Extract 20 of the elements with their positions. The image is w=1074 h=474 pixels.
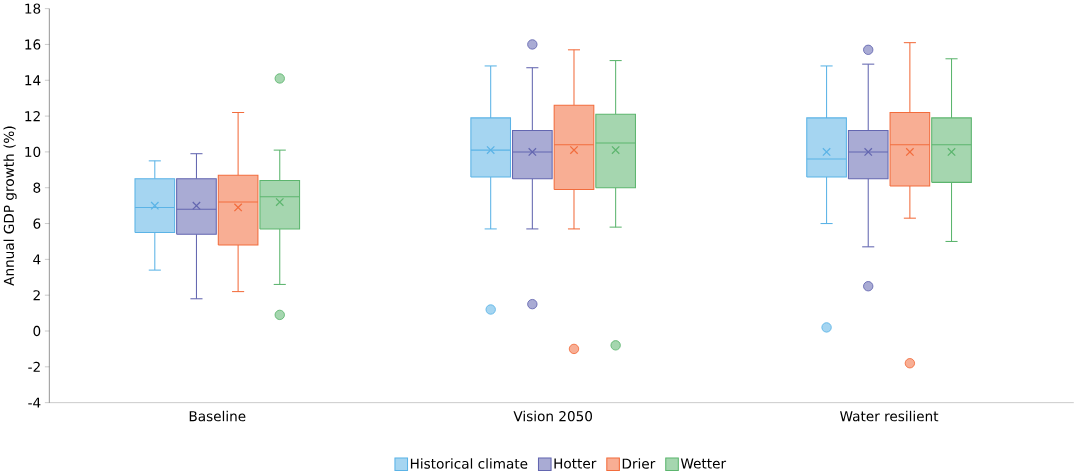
y-tick-label: 2: [33, 289, 40, 301]
legend-label: Historical climate: [410, 458, 528, 469]
y-tick-label: 10: [25, 146, 41, 157]
x-tick-label: Water resilient: [840, 410, 939, 422]
y-tick-label: 14: [25, 75, 41, 86]
y-tick-label: 16: [25, 39, 41, 50]
legend-label: Hotter: [554, 458, 597, 469]
y-tick-label: 18: [25, 3, 41, 14]
y-axis-title: Annual GDP growth (%): [3, 126, 17, 286]
y-tick-label: 6: [33, 218, 41, 229]
x-tick-label: Baseline: [189, 410, 246, 422]
y-tick-label: -2: [28, 361, 40, 372]
legend-label: Drier: [622, 458, 656, 469]
y-tick-label: 4: [33, 254, 41, 265]
y-tick-label: 0: [33, 325, 41, 336]
legend-label: Wetter: [680, 458, 727, 469]
y-tick-label: -4: [28, 397, 41, 408]
y-tick-label: 8: [33, 182, 41, 193]
x-tick-label: Vision 2050: [513, 410, 593, 422]
y-tick-label: 12: [25, 110, 40, 121]
